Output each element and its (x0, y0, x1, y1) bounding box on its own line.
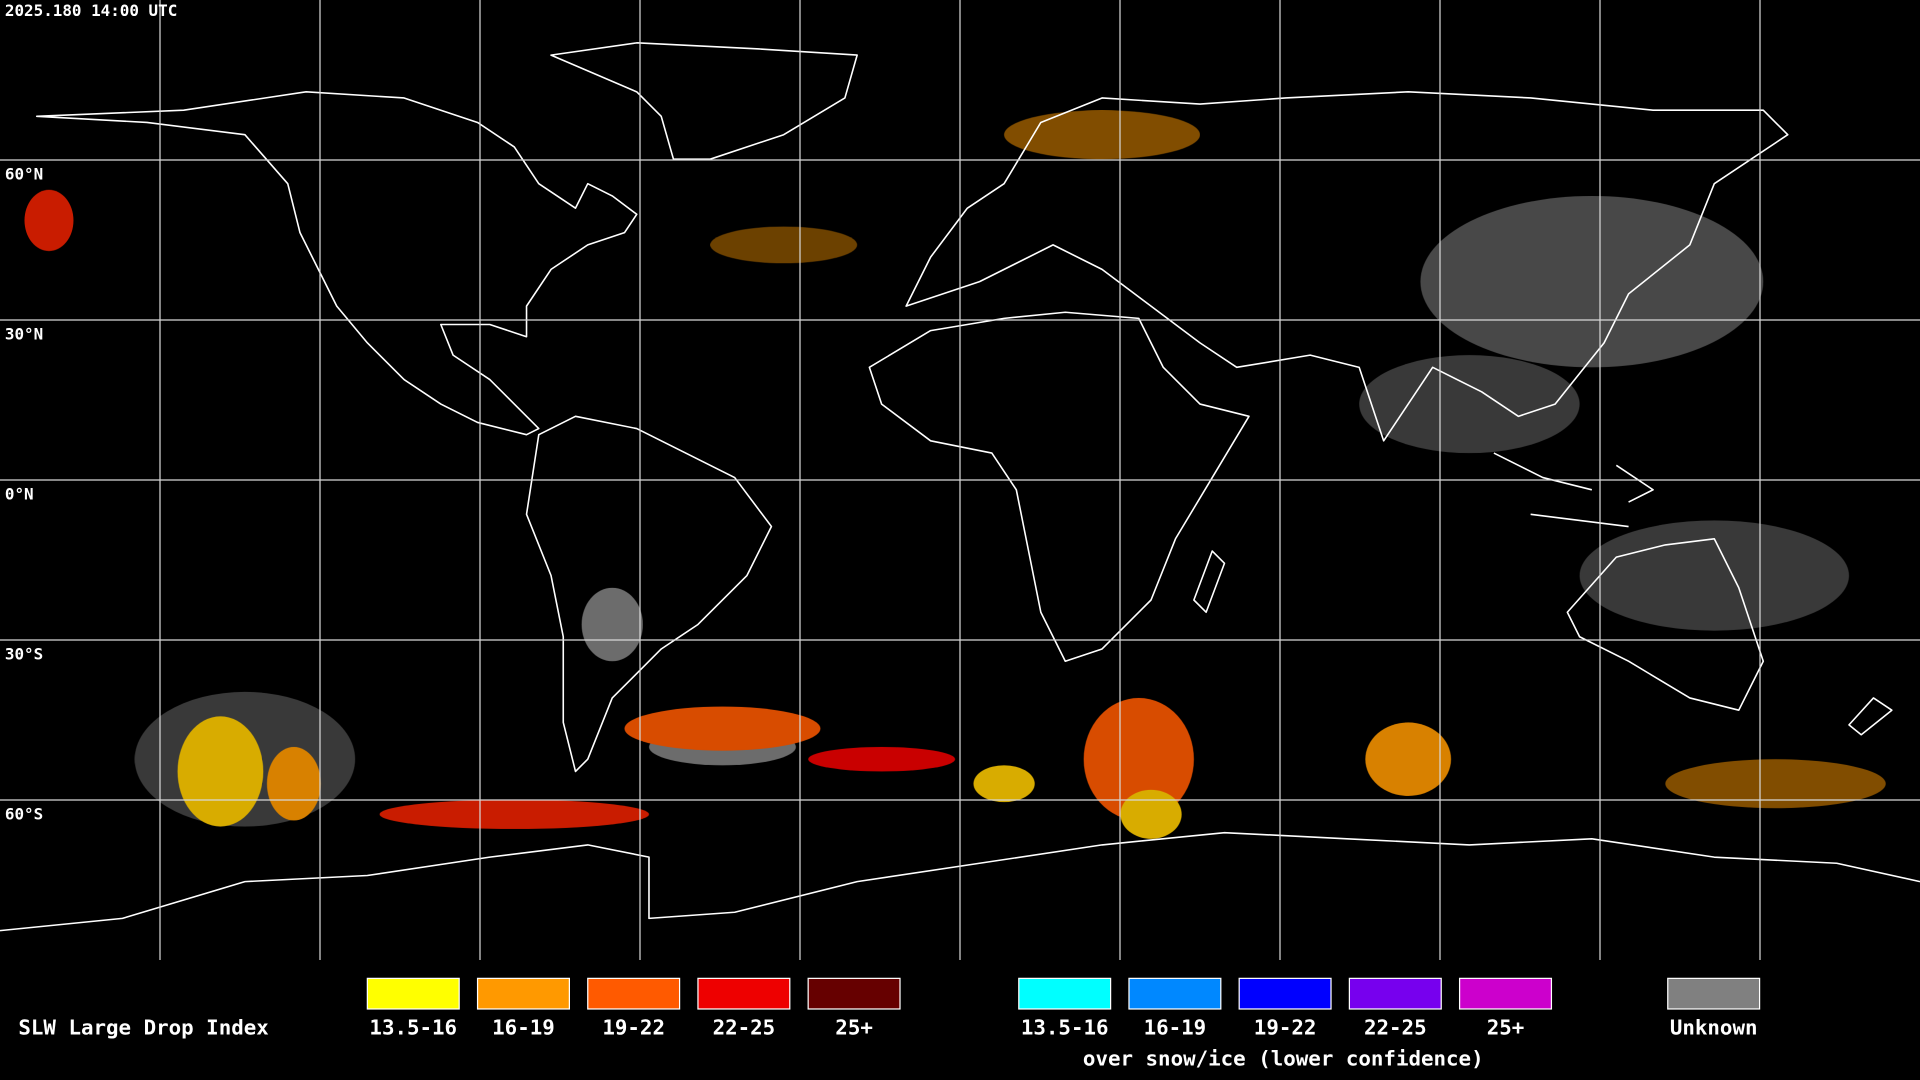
unknown-patch (1359, 355, 1580, 454)
latitude-labels: 60°N 30°N 0°N 30°S 60°S (5, 165, 43, 824)
unknown-patch (1420, 195, 1764, 368)
legend-swatch (1458, 977, 1553, 1010)
drop-patch (624, 706, 821, 751)
drop-patch (177, 716, 264, 827)
legend-title: SLW Large Drop Index (18, 1016, 268, 1040)
greenland (550, 42, 858, 160)
legend-label: 25+ (1487, 1016, 1525, 1040)
legend-swatch (1238, 977, 1332, 1010)
north-america (35, 91, 638, 436)
legend-swatch (366, 977, 460, 1010)
drop-patch (973, 765, 1035, 803)
graticule (0, 0, 1920, 960)
eurasia (905, 91, 1789, 442)
legend-swatch (1018, 977, 1112, 1010)
legend-swatch (476, 977, 570, 1010)
south-america (525, 415, 773, 773)
legend-label: 22-25 (1364, 1016, 1427, 1040)
legend-background (0, 960, 1920, 1080)
legend-swatch (1667, 977, 1761, 1010)
legend-swatch (807, 977, 901, 1010)
legend-label: 19-22 (1254, 1016, 1317, 1040)
legend-label: 13.5-16 (369, 1016, 457, 1040)
new-zealand (1848, 697, 1893, 736)
legend: 13.5-16 16-19 19-22 22-25 25+ 13.5-16 16-19 19-… (366, 977, 1761, 1040)
latitude-label: 30°N (5, 325, 43, 344)
africa (868, 311, 1250, 663)
indonesia (1493, 452, 1654, 528)
unknown-patch (581, 587, 643, 662)
snow-ice-note: over snow/ice (lower confidence) (1083, 1046, 1484, 1070)
cloud-patches (24, 110, 1886, 839)
legend-label: 16-19 (1144, 1016, 1207, 1040)
drop-patch (710, 226, 858, 264)
legend-label: 19-22 (602, 1016, 665, 1040)
drop-patch (379, 799, 649, 829)
drop-patch (808, 746, 956, 772)
legend-label: 13.5-16 (1021, 1016, 1109, 1040)
latitude-label: 60°S (5, 805, 43, 824)
unknown-patch (1579, 520, 1849, 631)
legend-swatch (1128, 977, 1222, 1010)
drop-patch (1004, 110, 1200, 160)
drop-patch (24, 189, 74, 252)
drop-patch (1365, 722, 1452, 796)
drop-patch (1120, 789, 1182, 839)
drop-patch (1083, 697, 1194, 821)
legend-label: 16-19 (492, 1016, 555, 1040)
madagascar (1193, 550, 1226, 614)
legend-swatch (587, 977, 681, 1010)
drop-patch (1665, 759, 1886, 809)
legend-swatch (697, 977, 791, 1010)
legend-label: Unknown (1670, 1016, 1758, 1040)
australia (1566, 537, 1765, 712)
latitude-label: 30°S (5, 645, 43, 664)
drop-patch (266, 746, 321, 821)
legend-label: 25+ (835, 1016, 873, 1040)
legend-swatch (1348, 977, 1442, 1010)
legend-label: 22-25 (713, 1016, 776, 1040)
coastlines (0, 42, 1920, 932)
latitude-label: 60°N (5, 165, 43, 184)
antarctica (0, 831, 1920, 932)
latitude-label: 0°N (5, 485, 34, 504)
timestamp: 2025.180 14:00 UTC (5, 1, 177, 20)
